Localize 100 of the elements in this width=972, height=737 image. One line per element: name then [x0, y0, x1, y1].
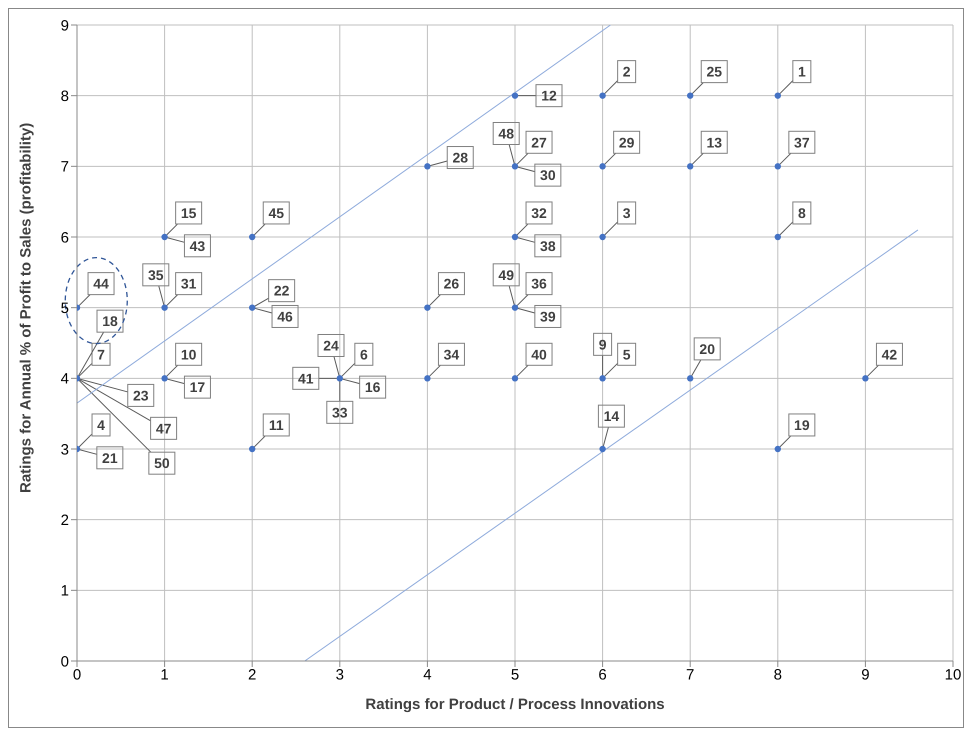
annotation: 4 [97, 416, 106, 433]
point [424, 304, 431, 311]
y-tick-label: 2 [60, 512, 69, 529]
x-tick-label: 4 [423, 666, 432, 684]
annotation: 5 [622, 346, 631, 362]
annotation: 47 [156, 420, 172, 436]
point [774, 92, 781, 99]
x-tick-label: 5 [510, 666, 520, 684]
x-tick-label: 1 [160, 666, 169, 684]
x-tick-label: 0 [72, 666, 82, 684]
point [774, 163, 781, 170]
point [774, 446, 781, 452]
y-tick-label: 0 [60, 653, 69, 670]
point [161, 375, 168, 382]
y-tick-label: 6 [60, 229, 69, 246]
annotation: 48 [498, 125, 514, 142]
point [687, 375, 694, 382]
annotation: 37 [794, 134, 810, 150]
annotation: 20 [699, 340, 716, 357]
point [424, 375, 431, 382]
point [512, 163, 518, 170]
point [599, 234, 606, 240]
point [512, 234, 518, 240]
point [599, 163, 606, 170]
annotation: 18 [102, 313, 118, 330]
x-tick-label: 6 [598, 666, 607, 684]
point [862, 375, 869, 382]
point [687, 163, 694, 170]
annotation: 36 [531, 276, 548, 292]
annotation: 1 [798, 64, 806, 80]
point [774, 234, 781, 240]
x-tick-label: 7 [686, 666, 694, 684]
x-tick-label: 10 [944, 666, 962, 684]
point [599, 375, 606, 382]
annotation: 10 [180, 346, 197, 362]
annotation: 38 [540, 238, 556, 254]
point [249, 446, 256, 452]
annotation: 13 [706, 134, 722, 150]
point [512, 92, 518, 99]
annotation: 41 [298, 370, 314, 386]
y-tick-label: 5 [60, 300, 69, 317]
point [249, 304, 256, 311]
annotation: 39 [540, 308, 556, 324]
annotation: 31 [180, 276, 197, 292]
annotation: 27 [531, 134, 548, 150]
annotation: 32 [531, 204, 548, 221]
annotation: 35 [148, 266, 164, 283]
x-axis-title: Ratings for Product / Process Innovations [365, 696, 665, 713]
y-tick-label: 4 [60, 370, 69, 388]
annotation: 44 [93, 276, 110, 292]
point [512, 375, 518, 382]
x-tick-label: 8 [774, 666, 782, 684]
annotation: 46 [277, 308, 294, 324]
point [424, 163, 431, 170]
annotation: 26 [444, 276, 460, 292]
y-tick-label: 8 [60, 88, 69, 105]
annotation: 2 [622, 64, 631, 80]
annotation: 42 [882, 346, 898, 362]
annotation: 3 [622, 204, 631, 221]
point [687, 92, 694, 99]
annotation: 30 [540, 167, 556, 184]
x-tick-label: 2 [248, 666, 256, 684]
annotation: 21 [102, 450, 118, 466]
annotation: 25 [706, 64, 722, 80]
y-axis-title: Ratings for Annual % of Profit to Sales (profitability) [17, 122, 34, 493]
annotation: 28 [452, 150, 468, 166]
x-tick-label: 9 [861, 666, 870, 684]
point [249, 234, 256, 240]
annotation: 23 [132, 387, 149, 404]
y-tick-label: 1 [60, 582, 69, 600]
annotation: 34 [444, 346, 460, 362]
annotation: 49 [498, 266, 514, 283]
annotation: 15 [180, 204, 197, 221]
annotation: 45 [268, 204, 284, 221]
annotation: 6 [360, 346, 368, 362]
annotation: 17 [190, 379, 206, 396]
annotation: 19 [794, 416, 810, 433]
annotation: 8 [798, 204, 806, 221]
point [161, 234, 168, 240]
annotation: 33 [332, 404, 348, 420]
annotation: 16 [364, 379, 381, 396]
annotation: 14 [604, 408, 620, 424]
point [599, 446, 606, 452]
y-tick-label: 7 [60, 158, 69, 176]
annotation: 50 [154, 455, 170, 472]
annotation: 11 [268, 416, 284, 433]
x-tick-label: 3 [336, 666, 344, 684]
annotation: 24 [323, 337, 339, 354]
annotation: 12 [541, 88, 557, 104]
annotation: 40 [531, 346, 548, 362]
annotation: 9 [598, 336, 607, 352]
y-tick-label: 9 [60, 17, 69, 34]
annotation: 22 [274, 282, 290, 299]
point [599, 92, 606, 99]
y-tick-label: 3 [60, 441, 69, 458]
annotation: 29 [618, 134, 635, 150]
annotation: 7 [97, 346, 106, 362]
annotation: 43 [190, 238, 206, 254]
point [336, 375, 343, 382]
point [512, 304, 518, 311]
